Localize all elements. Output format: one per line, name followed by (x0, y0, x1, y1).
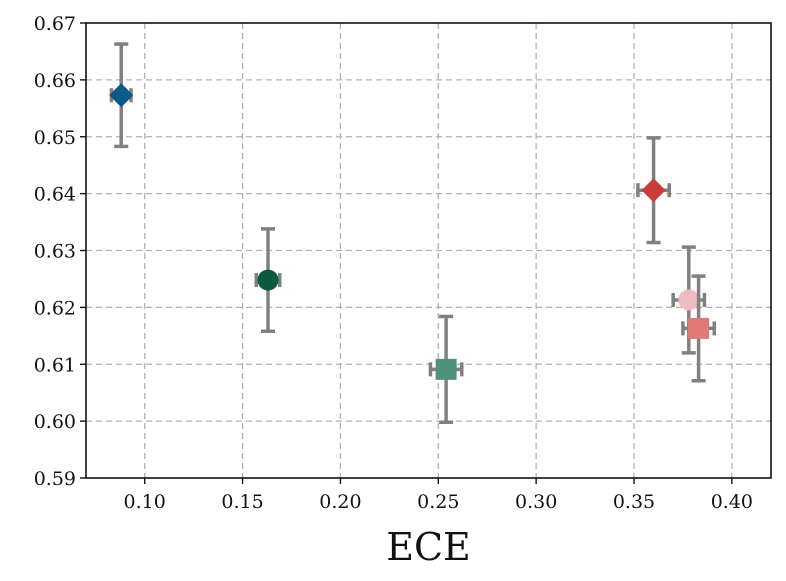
y-tick-label: 0.59 (34, 468, 76, 490)
x-tick-label: 0.40 (711, 491, 753, 513)
circle-marker (257, 269, 279, 291)
y-axis-ticks: 0.59 0.60 0.61 0.62 0.63 0.64 0.65 0.66 0.67 (34, 13, 86, 490)
y-tick-label: 0.62 (34, 297, 76, 319)
diamond-marker (641, 178, 666, 203)
data-point-square (681, 274, 716, 383)
x-axis-label: ECE (386, 525, 471, 569)
data-point-diamond (636, 136, 671, 245)
plot-frame (85, 22, 772, 479)
data-point-circle (254, 227, 282, 334)
grid (86, 23, 771, 478)
x-axis-ticks: 0.10 0.15 0.20 0.25 0.30 0.35 0.40 (124, 478, 753, 513)
x-tick-label: 0.30 (515, 491, 557, 513)
y-tick-label: 0.61 (34, 354, 76, 376)
data-point-circle (671, 245, 707, 355)
x-tick-label: 0.20 (319, 491, 361, 513)
x-tick-label: 0.35 (613, 491, 655, 513)
y-tick-label: 0.66 (34, 70, 76, 92)
data-points (109, 42, 716, 425)
y-tick-label: 0.60 (34, 411, 76, 433)
y-tick-label: 0.67 (34, 13, 76, 35)
circle-marker (678, 289, 700, 311)
data-point-square (428, 314, 464, 425)
y-tick-label: 0.65 (34, 127, 76, 149)
y-tick-label: 0.64 (34, 184, 76, 206)
square-marker (435, 358, 457, 380)
diamond-marker (109, 83, 134, 108)
y-tick-label: 0.63 (34, 241, 76, 263)
square-marker (688, 317, 710, 339)
data-point-diamond (109, 42, 134, 149)
x-tick-label: 0.25 (417, 491, 459, 513)
x-tick-label: 0.10 (124, 491, 166, 513)
x-tick-label: 0.15 (221, 491, 263, 513)
